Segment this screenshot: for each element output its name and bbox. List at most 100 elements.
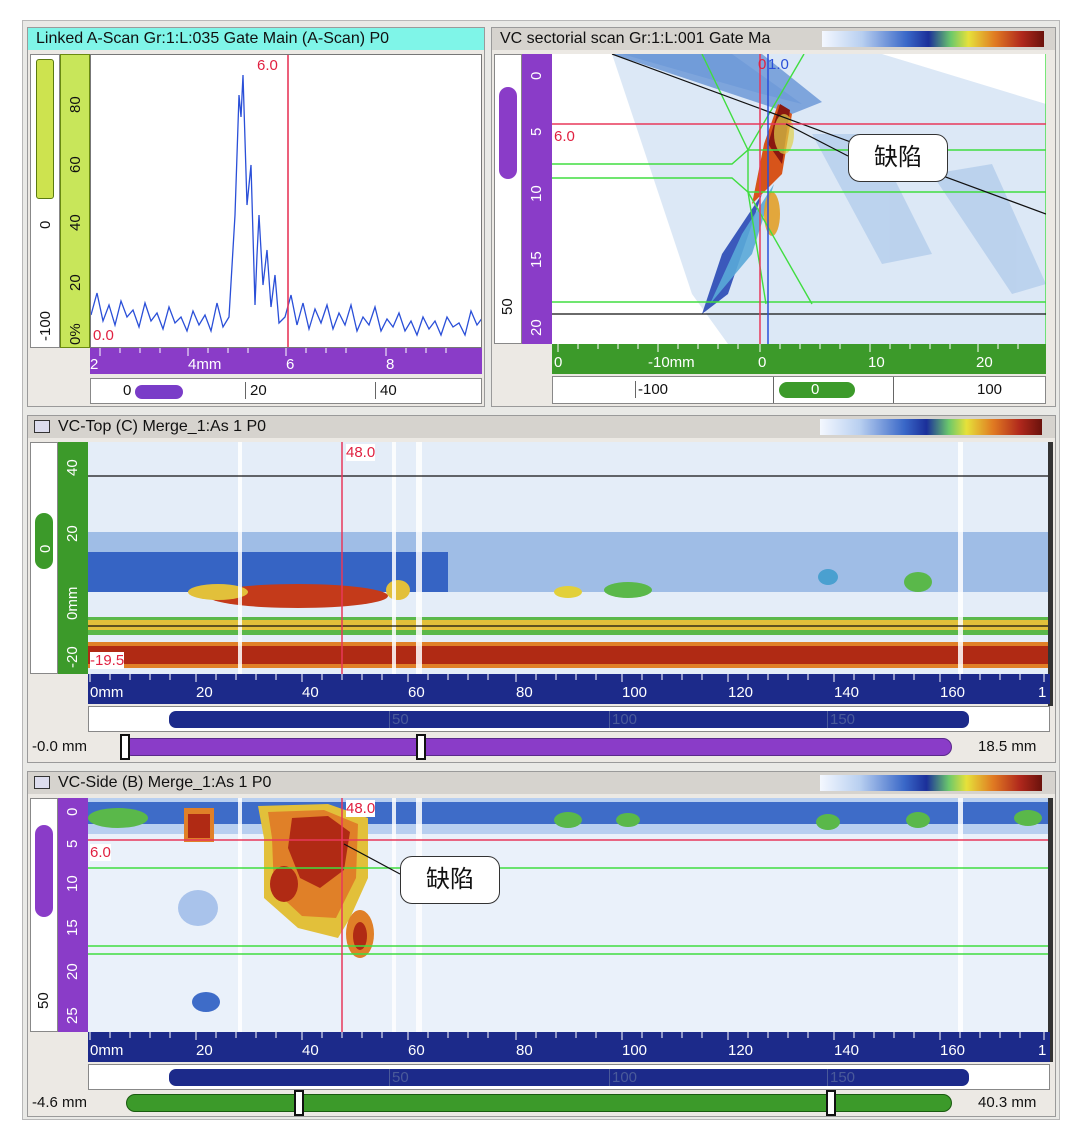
- window-icon[interactable]: [34, 776, 50, 789]
- ascan-baseline-label: 0.0: [93, 327, 114, 344]
- top-scroll-tick: 50: [389, 711, 409, 728]
- side-x-tick: 0mm: [90, 1042, 124, 1059]
- side-range-handle-end[interactable]: [826, 1090, 836, 1116]
- side-x-tick: 60: [408, 1042, 425, 1059]
- side-y-tick: 15: [64, 919, 81, 936]
- top-y-tick: -20: [64, 646, 81, 668]
- top-x-tick: 1: [1038, 684, 1047, 701]
- sector-image: [552, 54, 1046, 344]
- side-x-tick: 80: [516, 1042, 533, 1059]
- side-x-tick: 140: [834, 1042, 860, 1059]
- top-x-tick: 0mm: [90, 684, 124, 701]
- sector-x-tick: 20: [976, 354, 993, 371]
- side-scroll-thumb[interactable]: [169, 1069, 969, 1086]
- top-y-tick: 0mm: [64, 586, 81, 620]
- sector-scroll-thumb[interactable]: [779, 382, 855, 398]
- top-x-tick: 160: [940, 684, 966, 701]
- ascan-x-tick: 4mm: [188, 356, 222, 373]
- ascan-scroll-tick: 0: [123, 382, 132, 399]
- top-gain-slider[interactable]: [35, 513, 53, 569]
- top-range-end: 18.5 mm: [978, 738, 1037, 755]
- top-x-tick: 20: [196, 684, 213, 701]
- top-range-handle-start[interactable]: [120, 734, 130, 760]
- side-cursor-label: 48.0: [346, 800, 376, 817]
- sector-scroll-divider: [893, 377, 894, 403]
- sector-depth-tick: 5: [528, 127, 545, 136]
- amp-tick: 20: [67, 274, 84, 291]
- sector-x-tick: 0: [758, 354, 767, 371]
- side-y-tick: 25: [64, 1007, 81, 1024]
- window-icon[interactable]: [34, 420, 50, 433]
- top-side-column: 0: [30, 442, 58, 674]
- sector-pane: VC sectorial scan Gr:1:L:001 Gate Ma 50 …: [491, 27, 1056, 407]
- side-scan-scrollbar[interactable]: 50 100 150: [88, 1064, 1050, 1090]
- side-range-end: 40.3 mm: [978, 1094, 1037, 1111]
- ascan-time-scale: 2 4mm 6 8: [90, 348, 482, 374]
- ascan-cursor-label: 6.0: [257, 57, 278, 74]
- sector-x-tick: 0: [554, 354, 563, 371]
- side-range-handle-start[interactable]: [294, 1090, 304, 1116]
- sector-scroll-tick: 100: [977, 381, 1003, 398]
- sector-scrollbar[interactable]: -100 0 100: [552, 376, 1046, 404]
- ascan-title: Linked A-Scan Gr:1:L:035 Gate Main (A-Sc…: [28, 28, 484, 50]
- side-view-plot[interactable]: 48.0 6.0 缺陷: [88, 798, 1048, 1032]
- amp-tick: 40: [67, 214, 84, 231]
- ascan-scroll-thumb[interactable]: [135, 385, 183, 399]
- sector-gain-slider[interactable]: [499, 87, 517, 179]
- side-side-column: 50: [30, 798, 58, 1032]
- top-view-pane: VC-Top (C) Merge_1:As 1 P0 0 40 20 0mm -…: [27, 415, 1056, 763]
- top-range-start: -0.0 mm: [32, 738, 88, 755]
- sector-cursor-depth-label: 6.0: [554, 128, 575, 145]
- ascan-pane: Linked A-Scan Gr:1:L:035 Gate Main (A-Sc…: [27, 27, 485, 407]
- top-x-tick: 120: [728, 684, 754, 701]
- side-view-titlebar: VC-Side (B) Merge_1:As 1 P0: [28, 772, 1055, 794]
- ascan-x-tick: 6: [286, 356, 295, 373]
- sector-cursor-x2-label: 1.0: [768, 56, 789, 73]
- side-scroll-tick: 150: [827, 1069, 855, 1086]
- top-low-label: -19.5: [90, 652, 125, 669]
- side-defect-callout: 缺陷: [400, 856, 500, 904]
- top-scan-scale: 0mm 20 40 60 80 100 120 140 160 1: [88, 674, 1050, 704]
- top-x-tick: 40: [302, 684, 319, 701]
- ascan-gain-slider[interactable]: [36, 59, 54, 199]
- sector-scroll-divider: [773, 377, 774, 403]
- amp-tick: 0%: [67, 323, 84, 345]
- amp-tick: 60: [67, 156, 84, 173]
- top-index-scale: 40 20 0mm -20: [58, 442, 88, 674]
- ut-analysis-window: Linked A-Scan Gr:1:L:035 Gate Main (A-Sc…: [22, 20, 1060, 1120]
- sector-cursor-x-label: 0: [758, 56, 767, 73]
- amp-tick: 80: [67, 96, 84, 113]
- side-gain-slider[interactable]: [35, 825, 53, 917]
- sector-plot[interactable]: 6.0 0 1.0 缺陷: [552, 54, 1046, 344]
- top-x-tick: 80: [516, 684, 533, 701]
- ascan-plot[interactable]: 6.0 0.0: [90, 54, 482, 348]
- side-y-tick: 20: [64, 963, 81, 980]
- ascan-gain-bottom-label: -100: [37, 310, 54, 341]
- side-scan-scale: 0mm 20 40 60 80 100 120 140 160 1: [88, 1032, 1050, 1062]
- top-range-slider[interactable]: [122, 738, 952, 756]
- side-color-palette: [820, 775, 1042, 791]
- ascan-amplitude-scale: 80 60 40 20 0%: [60, 54, 90, 348]
- top-range-handle-end[interactable]: [416, 734, 426, 760]
- side-x-tick: 1: [1038, 1042, 1047, 1059]
- sector-depth-tick: 0: [528, 71, 545, 80]
- side-view-pane: VC-Side (B) Merge_1:As 1 P0 50 0 5 10 15…: [27, 771, 1056, 1117]
- ascan-scrollbar[interactable]: 0 20 40: [90, 378, 482, 404]
- sector-x-tick: -10mm: [648, 354, 695, 371]
- sector-scroll-tick: -100: [635, 381, 668, 398]
- top-right-edge: [1048, 442, 1053, 706]
- side-range-slider[interactable]: [126, 1094, 952, 1112]
- side-x-tick: 160: [940, 1042, 966, 1059]
- top-scroll-thumb[interactable]: [169, 711, 969, 728]
- side-y-tick: 5: [64, 839, 81, 848]
- top-view-plot[interactable]: 48.0 -19.5: [88, 442, 1048, 674]
- top-x-tick: 60: [408, 684, 425, 701]
- side-y-tick: 0: [64, 807, 81, 816]
- top-scroll-tick: 100: [609, 711, 637, 728]
- top-view-image: [88, 442, 1048, 674]
- top-color-palette: [820, 419, 1042, 435]
- top-scan-scrollbar[interactable]: 50 100 150: [88, 706, 1050, 732]
- sector-x-tick: 10: [868, 354, 885, 371]
- top-y-tick: 40: [64, 459, 81, 476]
- top-cursor-label: 48.0: [346, 444, 376, 461]
